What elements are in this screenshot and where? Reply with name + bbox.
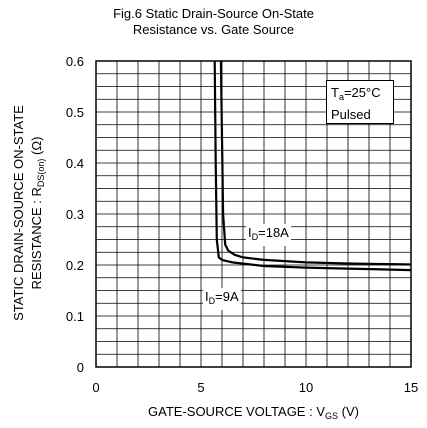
plot-frame	[95, 60, 412, 368]
series-line-0	[219, 60, 412, 266]
y-tick-label: 0.1	[66, 309, 84, 324]
conditions-box: Ta=25°C Pulsed	[326, 80, 394, 124]
y-tick-label: 0.5	[66, 105, 84, 120]
y-tick-label: 0.3	[66, 207, 84, 222]
pulsed-label: Pulsed	[331, 107, 371, 122]
ambient-temperature-label: Ta=25°C	[331, 85, 381, 102]
y-tick-label: 0.4	[66, 156, 84, 171]
series-label-id-18a: ID=18A	[246, 224, 291, 246]
x-axis-label: GATE-SOURCE VOLTAGE : VGS (V)	[148, 404, 359, 421]
curves	[213, 60, 412, 272]
chart-title-line2: Resistance vs. Gate Source	[132, 22, 295, 37]
y-tick-labels: 0 0.1 0.2 0.3 0.4 0.5 0.6	[66, 54, 84, 375]
y-tick-label: 0.6	[66, 54, 84, 69]
y-tick-label: 0.2	[66, 258, 84, 273]
y-axis-label-line1: STATIC DRAIN-SOURCE ON-STATE	[11, 105, 26, 321]
x-tick-label: 0	[92, 380, 99, 395]
series-label-id-9a: ID=9A	[203, 288, 241, 310]
chart-title-line1: Fig.6 Static Drain-Source On-State	[113, 6, 314, 21]
x-tick-label: 5	[197, 380, 204, 395]
x-tick-labels: 0 5 10 15	[92, 380, 418, 395]
series-line-1	[213, 60, 412, 272]
x-tick-label: 10	[299, 380, 313, 395]
x-tick-label: 15	[404, 380, 418, 395]
y-axis-label-line2: RESISTANCE : RDS(on) (Ω)	[29, 136, 46, 290]
y-tick-label: 0	[77, 360, 84, 375]
